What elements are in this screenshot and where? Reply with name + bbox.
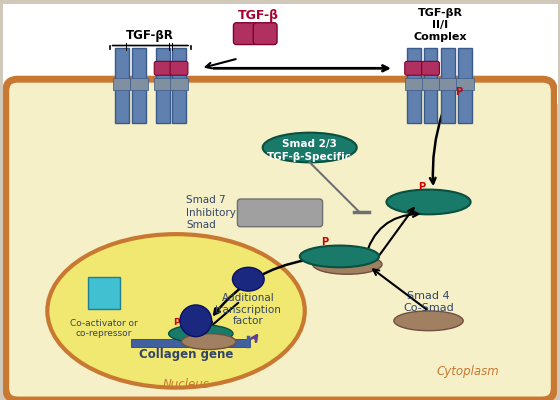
Ellipse shape — [394, 311, 463, 331]
FancyBboxPatch shape — [253, 23, 277, 44]
FancyBboxPatch shape — [405, 61, 423, 75]
Ellipse shape — [300, 246, 379, 267]
Text: TGF-β: TGF-β — [237, 9, 279, 22]
FancyBboxPatch shape — [423, 83, 437, 123]
Text: P: P — [455, 87, 462, 97]
FancyBboxPatch shape — [423, 48, 437, 83]
Ellipse shape — [386, 190, 470, 214]
Ellipse shape — [169, 325, 233, 342]
Ellipse shape — [232, 267, 264, 291]
Text: Smad 2/3
TGF-β-Specific: Smad 2/3 TGF-β-Specific — [267, 139, 352, 162]
Text: Nucleus: Nucleus — [162, 378, 209, 391]
FancyBboxPatch shape — [440, 78, 457, 90]
FancyBboxPatch shape — [405, 78, 423, 90]
Text: P: P — [321, 236, 329, 246]
FancyBboxPatch shape — [154, 78, 172, 90]
Text: Smad 7
Inhibitory
Smad: Smad 7 Inhibitory Smad — [186, 196, 236, 230]
FancyBboxPatch shape — [6, 79, 554, 400]
Text: Smad 4
Co-Smad: Smad 4 Co-Smad — [403, 291, 454, 314]
FancyBboxPatch shape — [458, 83, 472, 123]
Text: P: P — [173, 318, 180, 327]
FancyBboxPatch shape — [170, 78, 188, 90]
FancyBboxPatch shape — [234, 23, 257, 44]
FancyBboxPatch shape — [132, 339, 250, 346]
FancyBboxPatch shape — [172, 48, 186, 83]
FancyBboxPatch shape — [133, 83, 146, 123]
Ellipse shape — [181, 334, 236, 350]
FancyBboxPatch shape — [407, 83, 421, 123]
FancyBboxPatch shape — [407, 48, 421, 83]
FancyBboxPatch shape — [115, 48, 128, 83]
FancyBboxPatch shape — [130, 78, 148, 90]
FancyBboxPatch shape — [441, 48, 455, 83]
FancyBboxPatch shape — [133, 48, 146, 83]
Text: TGF-βR
II/I
Complex: TGF-βR II/I Complex — [414, 8, 467, 42]
FancyBboxPatch shape — [237, 199, 323, 227]
Ellipse shape — [263, 133, 357, 162]
Text: TGF-βR: TGF-βR — [127, 28, 174, 42]
FancyBboxPatch shape — [458, 48, 472, 83]
FancyBboxPatch shape — [422, 78, 440, 90]
Text: Collagen gene: Collagen gene — [139, 348, 233, 362]
FancyBboxPatch shape — [456, 78, 474, 90]
FancyBboxPatch shape — [156, 48, 170, 83]
FancyBboxPatch shape — [113, 78, 130, 90]
FancyBboxPatch shape — [156, 83, 170, 123]
FancyBboxPatch shape — [422, 61, 440, 75]
Circle shape — [180, 305, 212, 337]
FancyBboxPatch shape — [441, 83, 455, 123]
Ellipse shape — [47, 234, 305, 388]
Text: P: P — [419, 182, 426, 192]
Text: Additional
transcription
factor: Additional transcription factor — [215, 293, 282, 326]
FancyBboxPatch shape — [88, 277, 120, 309]
Text: II: II — [168, 44, 174, 54]
FancyBboxPatch shape — [154, 61, 172, 75]
FancyBboxPatch shape — [172, 83, 186, 123]
Text: Co-activator or
co-repressor: Co-activator or co-repressor — [70, 319, 138, 338]
Ellipse shape — [312, 254, 382, 274]
FancyBboxPatch shape — [9, 81, 551, 397]
FancyBboxPatch shape — [170, 61, 188, 75]
FancyBboxPatch shape — [115, 83, 128, 123]
Text: I: I — [125, 44, 128, 54]
Text: Cytoplasm: Cytoplasm — [437, 365, 500, 378]
